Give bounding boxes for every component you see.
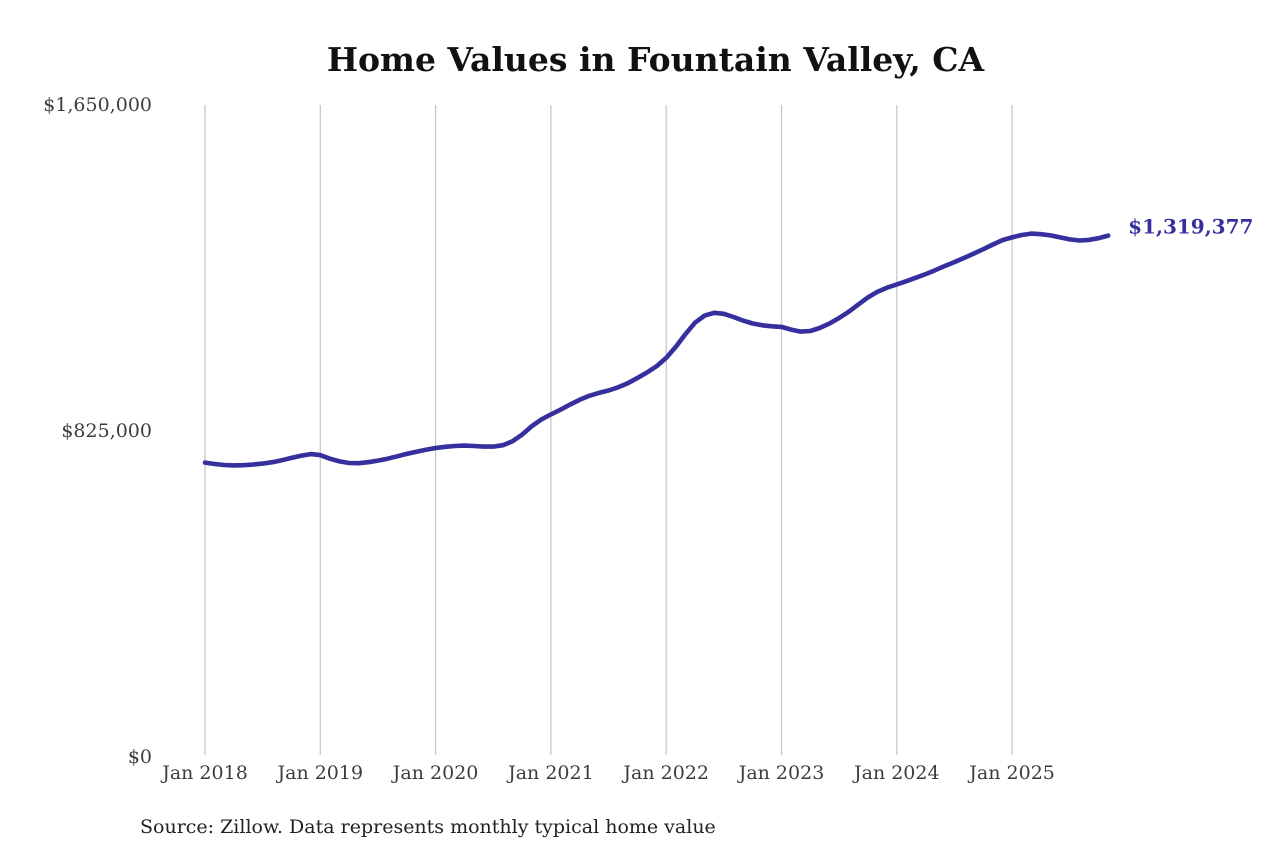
y-tick-label: $1,650,000 (43, 94, 152, 116)
gridlines (204, 105, 1013, 755)
end-value-label: $1,319,377 (1128, 215, 1253, 239)
x-tick-label: Jan 2023 (737, 762, 825, 784)
y-axis-labels: $0 $825,000 $1,650,000 (43, 94, 152, 768)
x-tick-label: Jan 2025 (967, 762, 1055, 784)
y-tick-label: $825,000 (61, 420, 152, 442)
x-tick-label: Jan 2018 (160, 762, 248, 784)
x-tick-label: Jan 2020 (391, 762, 479, 784)
x-tick-label: Jan 2019 (276, 762, 364, 784)
source-note: Source: Zillow. Data represents monthly … (140, 816, 716, 838)
x-tick-label: Jan 2022 (621, 762, 709, 784)
x-tick-label: Jan 2024 (852, 762, 940, 784)
x-tick-label: Jan 2021 (506, 762, 594, 784)
chart-title: Home Values in Fountain Valley, CA (326, 40, 985, 79)
value-line (202, 231, 1111, 468)
x-axis-labels: Jan 2018 Jan 2019 Jan 2020 Jan 2021 Jan 2022… (160, 762, 1055, 784)
y-tick-label: $0 (128, 746, 152, 768)
